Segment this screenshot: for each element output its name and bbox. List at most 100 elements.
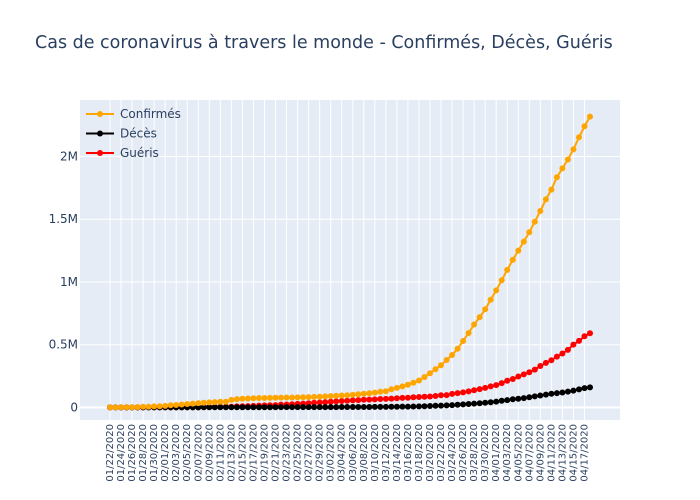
- data-point: [410, 403, 417, 410]
- data-point: [377, 396, 384, 402]
- data-point: [581, 385, 588, 392]
- x-tick-label: 01/30/2020: [149, 424, 160, 482]
- x-tick-label: 04/17/2020: [579, 424, 590, 482]
- chart-title: Cas de coronavirus à travers le monde - …: [35, 33, 613, 53]
- x-tick-label: 03/28/2020: [469, 424, 480, 482]
- data-point: [504, 266, 511, 273]
- data-point: [338, 398, 345, 404]
- data-point: [404, 394, 411, 401]
- data-point: [465, 330, 472, 336]
- data-point: [300, 404, 307, 411]
- data-point: [542, 391, 549, 398]
- legend[interactable]: Confirmés Décès Guéris: [86, 107, 181, 160]
- data-point: [498, 397, 505, 404]
- data-point: [382, 388, 389, 395]
- x-tick-label: 03/12/2020: [381, 424, 392, 482]
- data-point: [294, 404, 301, 411]
- data-point: [515, 247, 522, 254]
- data-point: [559, 350, 566, 357]
- data-point: [382, 403, 389, 410]
- data-point: [570, 341, 577, 348]
- data-point: [200, 404, 207, 411]
- data-point: [416, 394, 422, 400]
- y-tick-label: 0: [70, 400, 78, 414]
- legend-label: Décès: [120, 127, 157, 141]
- legend-marker: [97, 150, 103, 156]
- data-point: [250, 404, 257, 411]
- data-point: [482, 384, 489, 391]
- data-point: [416, 403, 422, 410]
- data-point: [300, 394, 307, 401]
- data-point: [548, 357, 555, 364]
- data-point: [107, 404, 113, 411]
- data-point: [509, 396, 516, 403]
- x-tick-label: 01/22/2020: [105, 424, 116, 482]
- data-point: [421, 374, 428, 380]
- x-axis: 01/22/2020 01/24/2020 01/26/2020 01/28/2020…: [105, 424, 590, 482]
- x-tick-label: 03/02/2020: [326, 424, 337, 482]
- data-point: [416, 377, 422, 384]
- data-point: [537, 363, 544, 369]
- x-tick-label: 02/27/2020: [304, 424, 315, 482]
- data-point: [360, 390, 367, 397]
- data-point: [145, 403, 152, 410]
- data-point: [487, 383, 494, 390]
- data-point: [454, 390, 461, 397]
- data-point: [217, 398, 224, 405]
- data-point: [239, 395, 246, 402]
- data-point: [118, 404, 124, 411]
- legend-marker: [97, 111, 103, 117]
- series-1: [107, 384, 593, 411]
- data-point: [305, 394, 312, 401]
- data-point: [261, 404, 268, 411]
- data-point: [344, 397, 351, 404]
- data-point: [493, 382, 500, 389]
- data-point: [250, 395, 257, 402]
- data-point: [587, 113, 593, 120]
- data-point: [222, 398, 229, 405]
- data-point: [537, 392, 544, 399]
- data-point: [542, 196, 549, 203]
- data-point: [311, 399, 318, 406]
- x-tick-label: 03/20/2020: [425, 424, 436, 482]
- x-tick-label: 02/05/2020: [182, 424, 193, 482]
- data-point: [322, 393, 329, 400]
- x-tick-label: 04/01/2020: [491, 424, 502, 482]
- data-point: [465, 388, 472, 395]
- data-point: [316, 399, 323, 406]
- data-point: [222, 404, 229, 411]
- data-point: [211, 399, 218, 406]
- data-point: [311, 404, 318, 411]
- data-point: [333, 404, 340, 411]
- data-point: [344, 392, 351, 399]
- data-point: [305, 404, 312, 411]
- legend-item[interactable]: Confirmés: [86, 107, 181, 121]
- x-tick-label: 03/04/2020: [337, 424, 348, 482]
- x-tick-label: 02/23/2020: [282, 424, 293, 482]
- data-point: [360, 396, 367, 403]
- data-point: [559, 389, 566, 396]
- data-point: [289, 404, 296, 411]
- data-point: [371, 396, 378, 403]
- data-point: [504, 397, 511, 404]
- data-point: [366, 390, 373, 397]
- data-point: [173, 402, 180, 408]
- x-tick-label: 01/26/2020: [127, 424, 138, 482]
- data-point: [206, 399, 213, 406]
- legend-item[interactable]: Décès: [86, 127, 157, 141]
- data-point: [460, 401, 467, 408]
- x-tick-label: 04/03/2020: [502, 424, 513, 482]
- data-point: [498, 380, 505, 387]
- data-point: [371, 389, 378, 396]
- data-point: [427, 370, 433, 377]
- data-point: [283, 404, 290, 411]
- data-point: [129, 404, 136, 411]
- data-point: [399, 383, 406, 390]
- data-point: [333, 398, 340, 405]
- data-point: [272, 404, 279, 411]
- data-point: [476, 386, 483, 393]
- data-point: [493, 398, 500, 405]
- data-point: [587, 384, 593, 391]
- legend-item[interactable]: Guéris: [86, 146, 159, 160]
